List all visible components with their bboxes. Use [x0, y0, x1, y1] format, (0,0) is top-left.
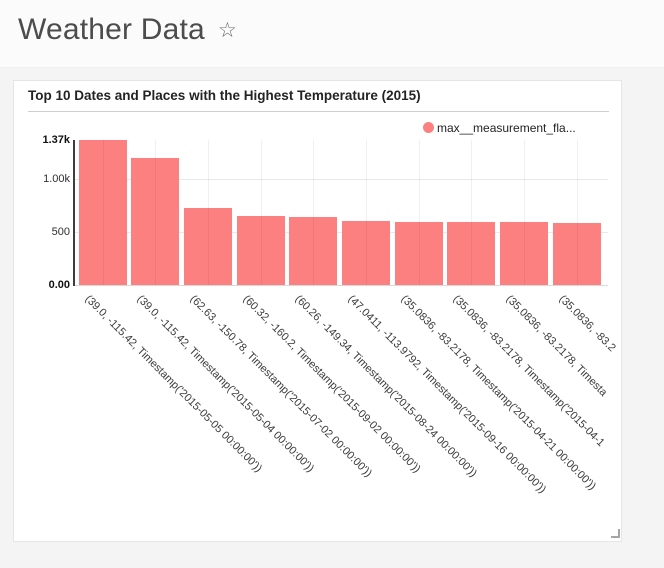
bar[interactable]	[131, 158, 180, 285]
page-title: Weather Data	[18, 13, 205, 46]
gridline	[74, 179, 608, 181]
gridline	[576, 140, 578, 285]
bar[interactable]	[342, 220, 390, 285]
x-axis-label: (47.0411, -113.9792, Timestamp('2015-09-…	[345, 293, 549, 496]
legend-label: max__measurement_fla...	[437, 120, 576, 135]
bar-chart: 0.00 500 1.00k 1.37k (39.0, -115.42, Timesta…	[14, 81, 621, 541]
x-axis-label: (60.26, -149.34, Timestamp('2015-08-24 0…	[292, 293, 480, 480]
chart-card: Top 10 Dates and Places with the Highest…	[13, 80, 622, 542]
gridline	[74, 232, 608, 234]
resize-handle-icon[interactable]	[611, 529, 620, 538]
x-axis-label: (39.0, -115.42, Timestamp('2015-05-05 00…	[82, 293, 264, 475]
x-axis-label: (35.0836, -83.2178, Timestamp('2015-04-2…	[398, 293, 598, 493]
y-axis-tick-label: 1.00k	[43, 172, 70, 185]
chart-title: Top 10 Dates and Places with the Highest…	[28, 88, 421, 103]
x-axis-label: (39.0, -115.42, Timestamp('2015-05-04 00…	[134, 293, 317, 475]
bar[interactable]	[447, 222, 496, 285]
bar[interactable]	[236, 215, 285, 285]
y-axis-line	[73, 140, 75, 286]
gridline	[102, 140, 104, 285]
x-axis-line	[74, 285, 608, 286]
gridline	[366, 140, 367, 285]
title-divider	[28, 111, 609, 112]
favorite-star-icon[interactable]: ☆	[217, 18, 237, 42]
gridline	[313, 140, 315, 285]
gridline	[471, 140, 473, 285]
x-axis-label: (35.0836, -83.2178, Timesta	[503, 293, 610, 399]
bar[interactable]	[552, 222, 601, 285]
x-axis-label: (62.63, -150.78, Timestamp('2015-07-02 0…	[187, 293, 374, 480]
x-axis-label: (35.0836, -83.2	[556, 293, 618, 355]
bar[interactable]	[78, 140, 127, 285]
legend-marker-icon	[423, 122, 434, 134]
gridline	[418, 140, 420, 285]
page-header: Weather Data ☆	[0, 0, 664, 68]
bar[interactable]	[500, 222, 549, 285]
gridline	[524, 140, 526, 285]
gridline	[260, 140, 262, 285]
bar[interactable]	[183, 207, 232, 285]
y-axis-tick-label: 500	[51, 225, 70, 238]
y-axis-tick-label: 1.37k	[42, 133, 70, 146]
bar[interactable]	[289, 217, 338, 285]
gridline	[207, 140, 209, 285]
bar[interactable]	[394, 222, 443, 285]
x-axis-label: (60.32, -160.2, Timestamp('2015-09-02 00…	[240, 293, 423, 476]
y-axis-tick-label: 0.00	[48, 278, 70, 291]
gridline	[155, 140, 157, 285]
legend-item[interactable]: max__measurement_fla...	[423, 119, 576, 135]
